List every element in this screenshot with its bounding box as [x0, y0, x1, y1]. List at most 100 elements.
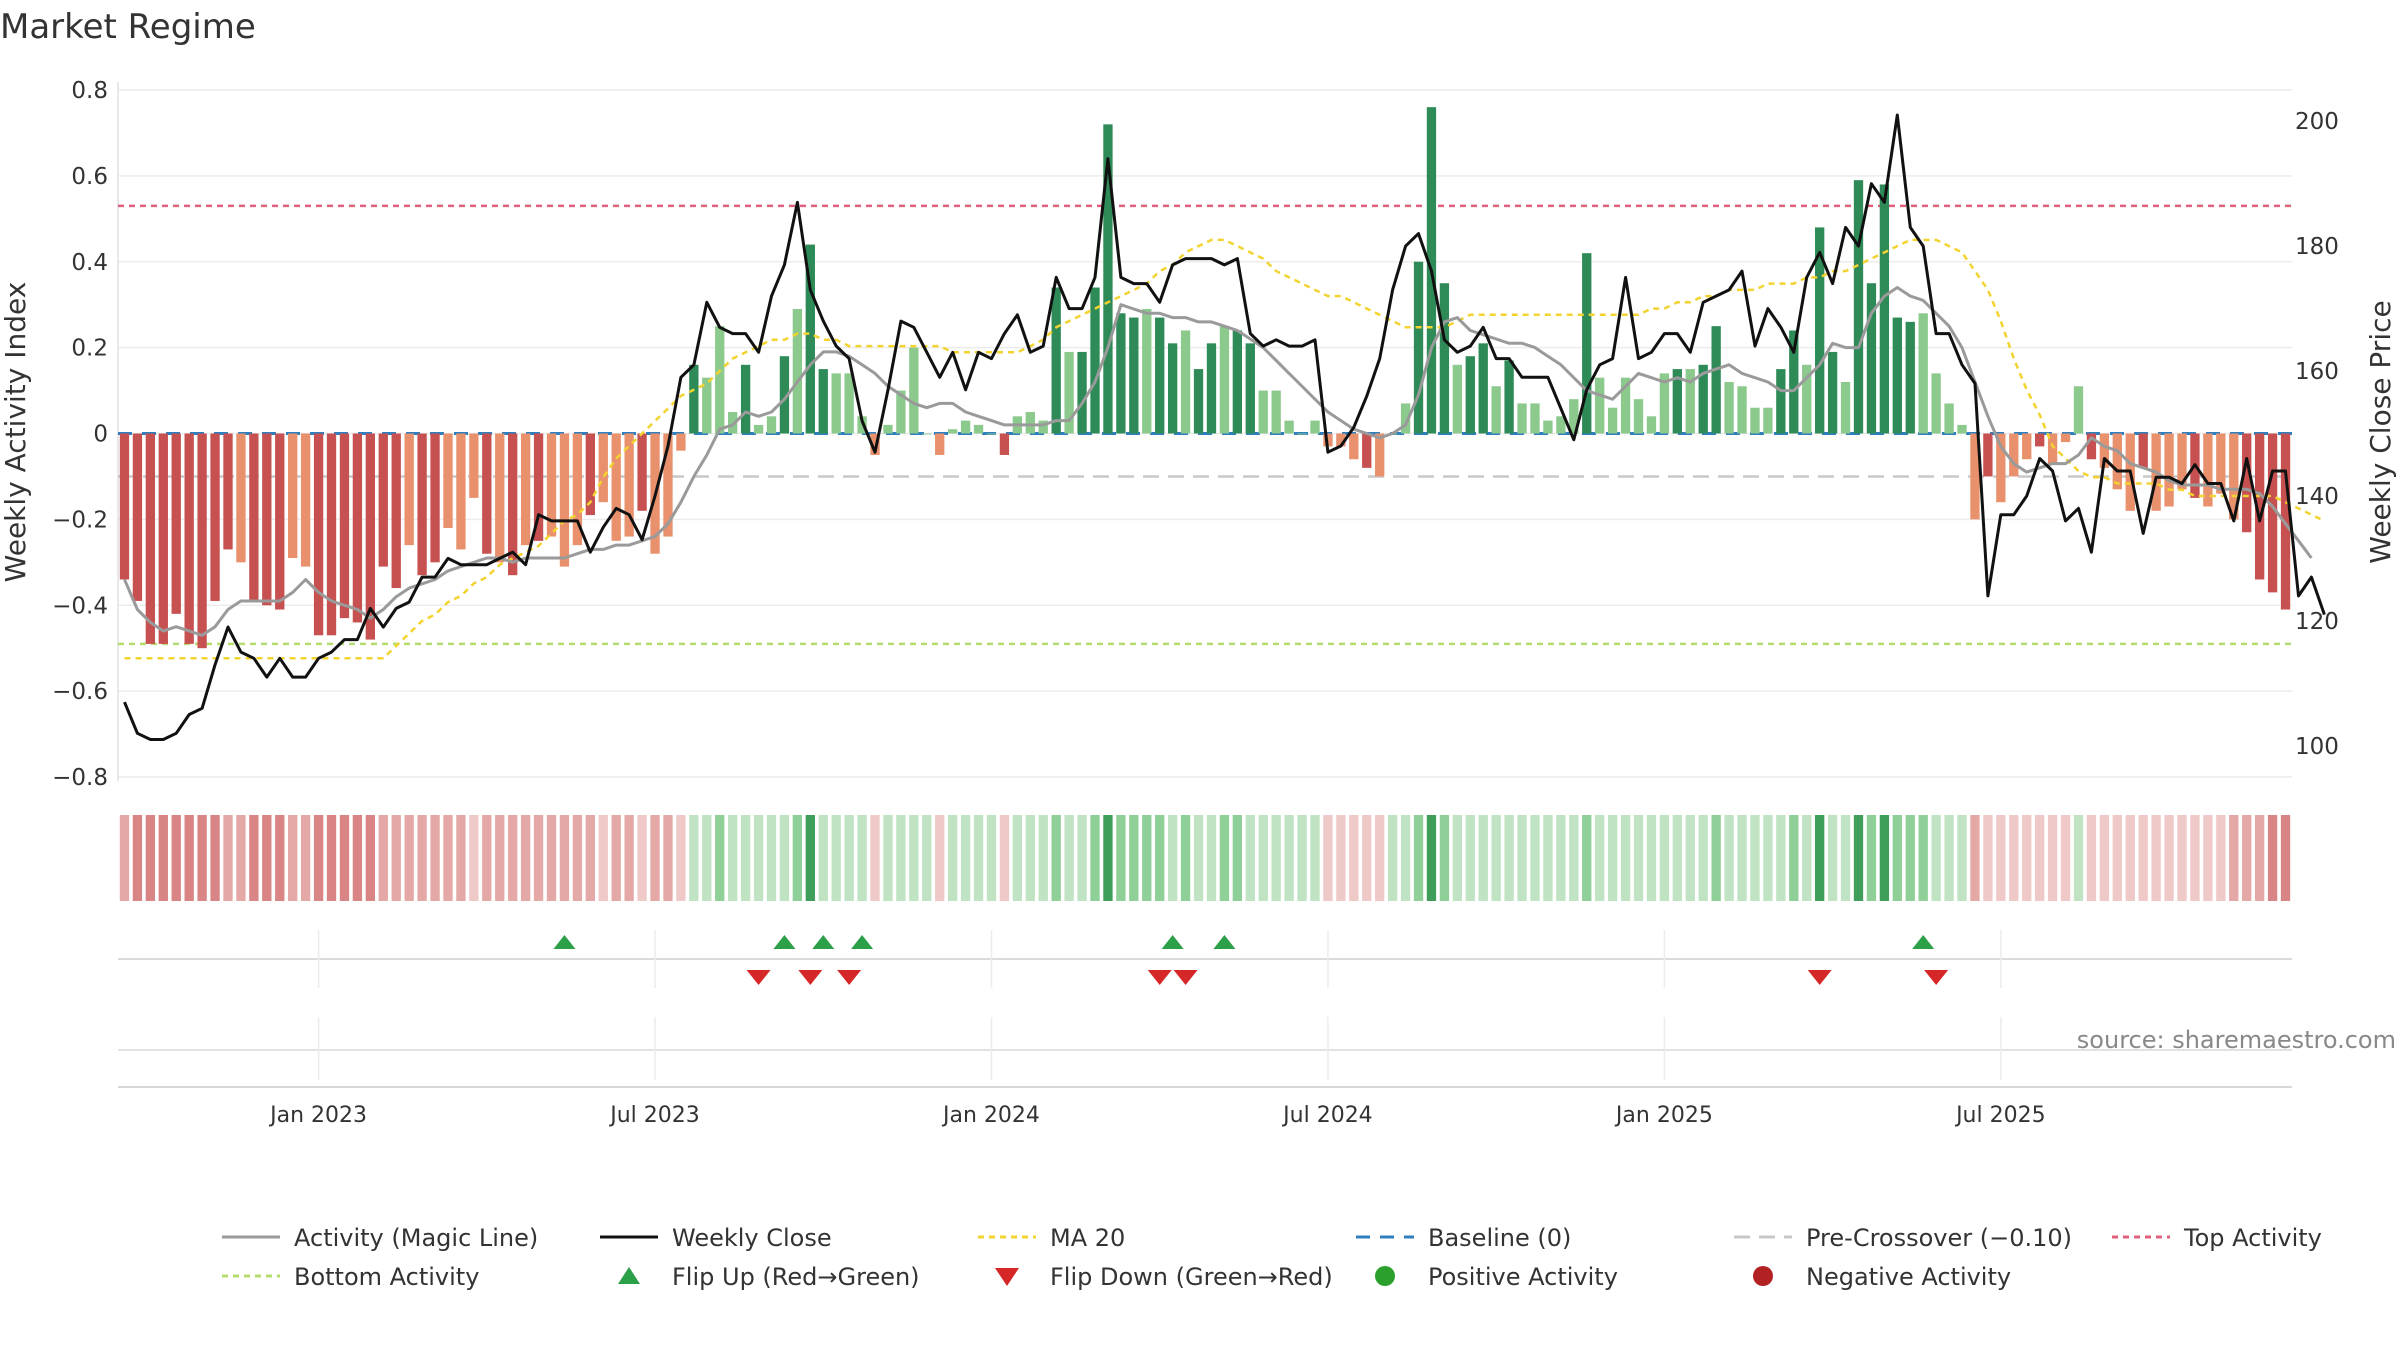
regime-cell	[1607, 815, 1618, 901]
activity-bar	[611, 433, 621, 541]
regime-cell	[145, 815, 156, 901]
activity-bar	[2203, 433, 2213, 507]
activity-bar	[1996, 433, 2006, 503]
regime-cell	[728, 815, 738, 901]
activity-bar	[624, 433, 634, 537]
regime-cell	[818, 815, 828, 901]
weekly-close-line	[123, 113, 2326, 741]
regime-cell	[779, 815, 790, 901]
regime-cell	[1180, 815, 1191, 901]
flip-up-marker	[1213, 935, 1236, 949]
activity-bar	[339, 433, 350, 619]
activity-bar	[1413, 261, 1424, 434]
flip-down-marker	[1147, 970, 1172, 985]
right-tick-label: 120	[2295, 609, 2339, 635]
regime-cell	[1090, 815, 1100, 901]
legend-label: Pre-Crossover (−0.10)	[1806, 1224, 2072, 1252]
activity-bar	[1892, 317, 1902, 434]
right-axis-label: Weekly Close Price	[2364, 300, 2397, 563]
activity-bar	[158, 433, 168, 644]
regime-cell	[702, 815, 712, 901]
activity-bar	[184, 433, 194, 644]
activity-bar	[1983, 433, 1993, 477]
activity-bar	[1206, 343, 1217, 434]
flip-down-marker	[798, 970, 823, 985]
activity-bar	[2086, 433, 2097, 460]
activity-bar	[275, 433, 285, 610]
left-tick-label: −0.8	[52, 765, 108, 791]
right-tick-label: 100	[2295, 734, 2339, 760]
regime-cell	[1931, 815, 1941, 901]
regime-cell	[546, 815, 557, 901]
activity-bar	[1672, 369, 1682, 434]
activity-bar	[1258, 390, 1268, 434]
legend-label: MA 20	[1050, 1224, 1125, 1252]
regime-cell	[1711, 815, 1721, 901]
legend-item: Weekly Close	[600, 1224, 832, 1252]
activity-bar	[676, 433, 686, 451]
regime-cell	[1465, 815, 1475, 901]
regime-cell	[2216, 815, 2226, 901]
regime-cell	[948, 815, 958, 901]
activity-bar	[728, 412, 738, 434]
activity-bar	[1375, 433, 1385, 477]
activity-bar	[1802, 364, 1812, 434]
activity-bar	[973, 424, 984, 434]
activity-bar	[1116, 313, 1126, 434]
regime-cell	[1996, 815, 2006, 901]
regime-cell	[2151, 815, 2161, 901]
legend-item: Positive Activity	[1375, 1263, 1618, 1291]
regime-cell	[1763, 815, 1773, 901]
regime-cell	[1349, 815, 1359, 901]
activity-bar	[1129, 317, 1139, 434]
regime-cell	[585, 815, 595, 901]
regime-cell	[1258, 815, 1268, 901]
regime-cell	[1879, 815, 1890, 901]
activity-bar	[1957, 424, 1967, 434]
right-tick-label: 140	[2295, 484, 2339, 510]
regime-cell	[2086, 815, 2097, 901]
regime-cell	[2060, 815, 2071, 901]
right-tick-label: 180	[2295, 234, 2339, 260]
date-axis-ticks: Jan 2023 Jul 2023 Jan 2024 Jul 2024 Jan 2025…	[268, 930, 2046, 1128]
legend-label: Bottom Activity	[294, 1263, 479, 1291]
regime-cell	[1116, 815, 1126, 901]
regime-cell	[520, 815, 531, 901]
activity-bar	[2035, 433, 2045, 447]
activity-bar	[1944, 403, 1954, 434]
activity-bar	[805, 244, 815, 434]
activity-bar	[1245, 343, 1255, 434]
activity-bar	[922, 433, 932, 435]
activity-bar	[1789, 330, 1799, 434]
activity-bar	[2254, 433, 2265, 580]
regime-cell	[2047, 815, 2058, 901]
regime-cell	[1970, 815, 1980, 901]
regime-cell	[1439, 815, 1450, 901]
regime-cell	[1595, 815, 1605, 901]
activity-bar	[1051, 287, 1061, 434]
left-tick-label: −0.6	[52, 679, 108, 705]
date-tick-label: Jul 2024	[1281, 1103, 1373, 1128]
regime-cell	[1129, 815, 1139, 901]
timeline-panel	[118, 1049, 2292, 1088]
activity-bar	[365, 433, 375, 640]
regime-cell	[1569, 815, 1579, 901]
legend-label: Negative Activity	[1806, 1263, 2011, 1291]
activity-bar	[2047, 433, 2058, 464]
flip-up-marker	[1161, 935, 1184, 949]
activity-bar	[909, 347, 919, 434]
legend-item: MA 20	[978, 1224, 1125, 1252]
regime-cell	[352, 815, 363, 901]
activity-bar	[288, 433, 298, 559]
activity-bar	[831, 373, 841, 434]
activity-bar	[1737, 386, 1747, 434]
activity-bar	[1271, 390, 1281, 434]
magic-line	[123, 286, 2313, 637]
legend-item: Flip Up (Red→Green)	[618, 1263, 920, 1291]
regime-cell	[598, 815, 608, 901]
activity-bar	[210, 433, 220, 601]
activity-bar	[1840, 381, 1851, 434]
activity-bar	[1866, 283, 1877, 434]
regime-cell	[1077, 815, 1087, 901]
regime-cell	[1918, 815, 1928, 901]
